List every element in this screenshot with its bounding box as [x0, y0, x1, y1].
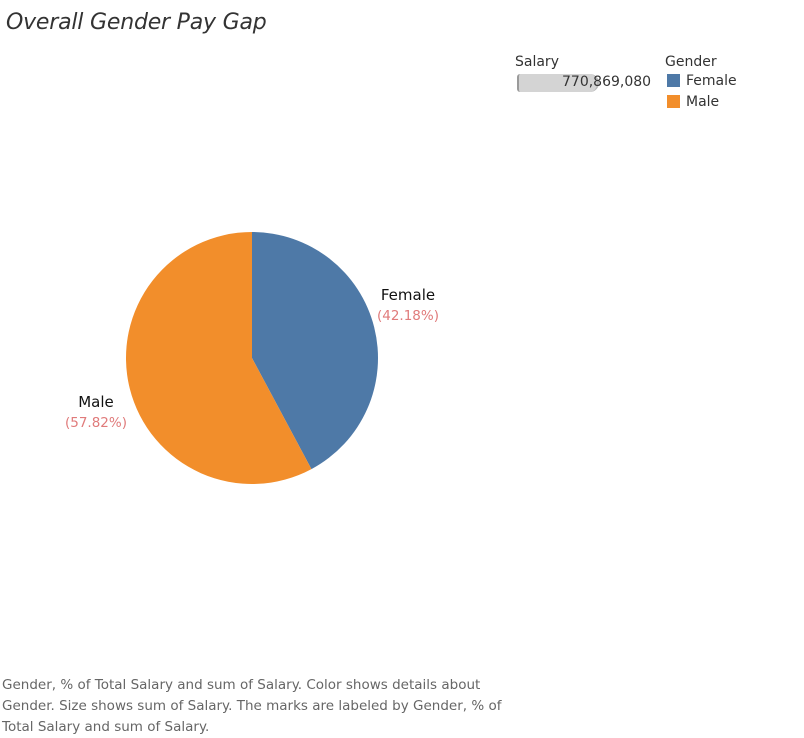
- legend-label-female: Female: [686, 72, 737, 89]
- color-legend: Gender Female Male: [665, 54, 795, 112]
- color-legend-heading: Gender: [665, 54, 717, 70]
- slice-percent-female: (42.18%): [377, 308, 439, 324]
- pie-slice-female[interactable]: [252, 232, 379, 470]
- slice-label-male: Male: [78, 393, 114, 411]
- size-legend-heading: Salary: [515, 54, 559, 70]
- size-legend-bar: [517, 74, 599, 92]
- legend-item-female[interactable]: Female: [665, 70, 795, 91]
- legend-label-male: Male: [686, 93, 720, 110]
- pie-slice-male[interactable]: [125, 232, 312, 484]
- legend-item-male[interactable]: Male: [665, 91, 795, 112]
- size-legend-value: 770,869,080: [562, 74, 652, 90]
- slice-label-female: Female: [381, 286, 435, 304]
- chart-title: Overall Gender Pay Gap: [6, 10, 267, 35]
- legend-swatch-male: [667, 95, 680, 108]
- size-legend: Salary 770,869,080: [515, 54, 660, 92]
- slice-percent-male: (57.82%): [65, 415, 127, 431]
- chart-caption: Gender, % of Total Salary and sum of Sal…: [2, 677, 502, 735]
- legend-swatch-female: [667, 74, 680, 87]
